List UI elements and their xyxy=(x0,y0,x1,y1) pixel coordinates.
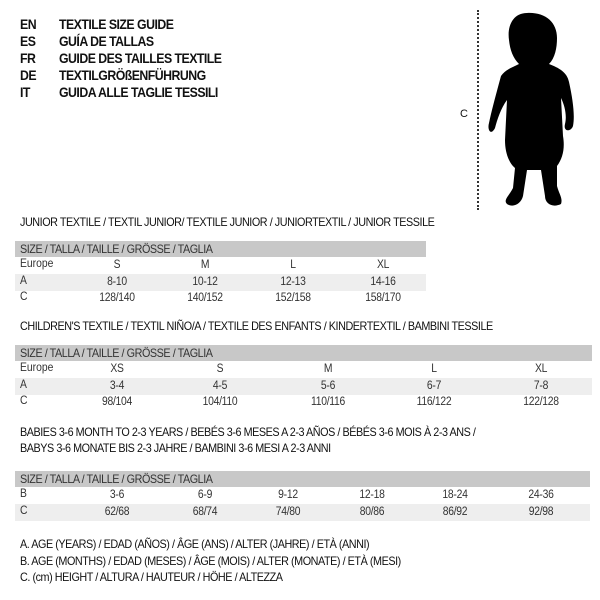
table-cell: 10-12 xyxy=(192,275,218,288)
table-cell: 86/92 xyxy=(442,505,468,518)
table-cell: 104/110 xyxy=(202,396,238,408)
height-label: C xyxy=(460,108,468,120)
table-row: A 3-4 4-5 5-6 6-7 7-8 xyxy=(15,377,592,395)
section-title: BABYS 3-6 MONATE BIS 2-3 JAHRE / BAMBINI… xyxy=(20,441,331,455)
table-cell: 7-8 xyxy=(533,379,549,392)
table-cell: 128/140 xyxy=(99,292,135,304)
section-title: CHILDREN'S TEXTILE / TEXTIL NIÑO/A / TEX… xyxy=(20,319,493,333)
table-row: C 62/68 68/74 74/80 80/86 86/92 92/98 xyxy=(15,503,590,521)
table-cell: 110/116 xyxy=(311,396,345,408)
table-cell: 3-4 xyxy=(109,379,125,392)
guide-title: GUIDA ALLE TAGLIE TESSILI xyxy=(59,84,218,100)
table-row: Europe XS S M L XL xyxy=(15,361,592,378)
table-cell: 80/86 xyxy=(359,505,385,518)
table-row: C 128/140 140/152 152/158 158/170 xyxy=(15,290,426,307)
row-label: Europe xyxy=(20,362,54,374)
table-cell: 4-5 xyxy=(212,379,228,392)
table-cell: 92/98 xyxy=(528,505,554,518)
size-header-label: SIZE / TALLA / TAILLE / GRÖSSE / TAGLIA xyxy=(20,346,213,360)
language-code: DE xyxy=(20,67,37,83)
table-cell: 116/122 xyxy=(416,396,452,408)
table-cell: L xyxy=(431,363,437,375)
size-header-bar: SIZE / TALLA / TAILLE / GRÖSSE / TAGLIA xyxy=(15,471,590,487)
size-header-bar: SIZE / TALLA / TAILLE / GRÖSSE / TAGLIA xyxy=(15,345,592,361)
height-figure: C xyxy=(455,8,595,213)
row-label: A xyxy=(20,274,27,287)
table-cell: 5-6 xyxy=(320,379,336,392)
table-cell: 152/158 xyxy=(275,292,311,304)
table-cell: 8-10 xyxy=(107,275,127,288)
size-header-bar: SIZE / TALLA / TAILLE / GRÖSSE / TAGLIA xyxy=(15,241,426,257)
table-cell: 74/80 xyxy=(275,505,301,518)
table-cell: 3-6 xyxy=(109,489,125,501)
row-label: C xyxy=(20,291,28,303)
table-cell: S xyxy=(216,363,224,375)
section-title: BABIES 3-6 MONTH TO 2-3 YEARS / BEBÉS 3-… xyxy=(20,425,476,439)
table-row: C 98/104 104/110 110/116 116/122 122/128 xyxy=(15,394,592,411)
language-code: EN xyxy=(20,16,37,32)
row-label: C xyxy=(20,395,28,407)
guide-title: GUIDE DES TAILLES TEXTILE xyxy=(59,50,222,66)
row-label: C xyxy=(20,504,28,517)
section-title: JUNIOR TEXTILE / TEXTIL JUNIOR/ TEXTILE … xyxy=(20,215,435,229)
table-cell: 24-36 xyxy=(528,489,554,501)
guide-title: GUÍA DE TALLAS xyxy=(59,33,154,49)
table-cell: L xyxy=(290,259,296,271)
height-dotted-line xyxy=(477,10,479,210)
child-silhouette-icon xyxy=(488,12,574,206)
legend-item: B. AGE (MONTHS) / EDAD (MESES) / ÂGE (MO… xyxy=(20,553,401,568)
table-cell: 140/152 xyxy=(187,292,223,304)
legend-item: C. (cm) HEIGHT / ALTURA / HAUTEUR / HÖHE… xyxy=(20,570,283,584)
table-cell: XL xyxy=(534,363,548,375)
guide-title: TEXTILGRÖßENFÜHRUNG xyxy=(59,67,206,83)
table-cell: 18-24 xyxy=(442,489,468,501)
table-row: B 3-6 6-9 9-12 12-18 18-24 24-36 xyxy=(15,487,590,504)
row-label: B xyxy=(20,488,27,500)
table-cell: S xyxy=(113,259,121,271)
table-cell: 6-9 xyxy=(197,489,213,501)
table-cell: 62/68 xyxy=(104,505,130,518)
table-cell: M xyxy=(200,259,210,271)
table-cell: 9-12 xyxy=(278,489,298,501)
language-code: IT xyxy=(20,84,30,100)
table-cell: 14-16 xyxy=(370,275,396,288)
table-cell: 12-13 xyxy=(280,275,306,288)
size-header-label: SIZE / TALLA / TAILLE / GRÖSSE / TAGLIA xyxy=(20,242,213,256)
language-code: ES xyxy=(20,33,36,49)
table-cell: XS xyxy=(110,363,124,375)
table-cell: 12-18 xyxy=(359,489,385,501)
table-cell: M xyxy=(323,363,333,375)
row-label: A xyxy=(20,378,27,391)
language-code: FR xyxy=(20,50,36,66)
table-row: Europe S M L XL xyxy=(15,257,426,274)
size-header-label: SIZE / TALLA / TAILLE / GRÖSSE / TAGLIA xyxy=(20,472,213,486)
row-label: Europe xyxy=(20,258,54,270)
table-cell: 98/104 xyxy=(101,396,133,408)
table-cell: XL xyxy=(376,259,390,271)
table-cell: 6-7 xyxy=(426,379,442,392)
table-cell: 122/128 xyxy=(523,396,559,408)
table-row: A 8-10 10-12 12-13 14-16 xyxy=(15,273,426,291)
table-cell: 158/170 xyxy=(365,292,401,304)
table-cell: 68/74 xyxy=(192,505,218,518)
legend-item: A. AGE (YEARS) / EDAD (AÑOS) / ÂGE (ANS)… xyxy=(20,537,370,551)
guide-title: TEXTILE SIZE GUIDE xyxy=(59,16,174,32)
